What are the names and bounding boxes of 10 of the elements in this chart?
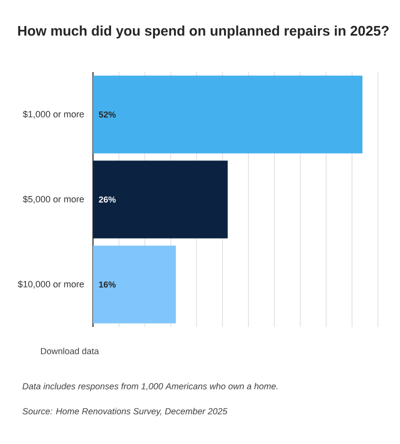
data-label: 16% [99,281,116,288]
source-note: Source: Home Renovations Survey, December 2025 [22,408,228,416]
y-tick-label: $10,000 or more [18,280,84,288]
text: Download data [41,348,99,354]
data-label: 26% [98,196,116,203]
chart-title: How much did you spend on unplanned repairs in 2025? [18,26,389,38]
text: Data includes responses from 1,000 Americans who own a home. [22,382,278,392]
y-tick-label: $1,000 or more [22,110,84,118]
data-label: 52% [98,111,116,118]
y-tick-label: $5,000 or more [22,196,84,204]
